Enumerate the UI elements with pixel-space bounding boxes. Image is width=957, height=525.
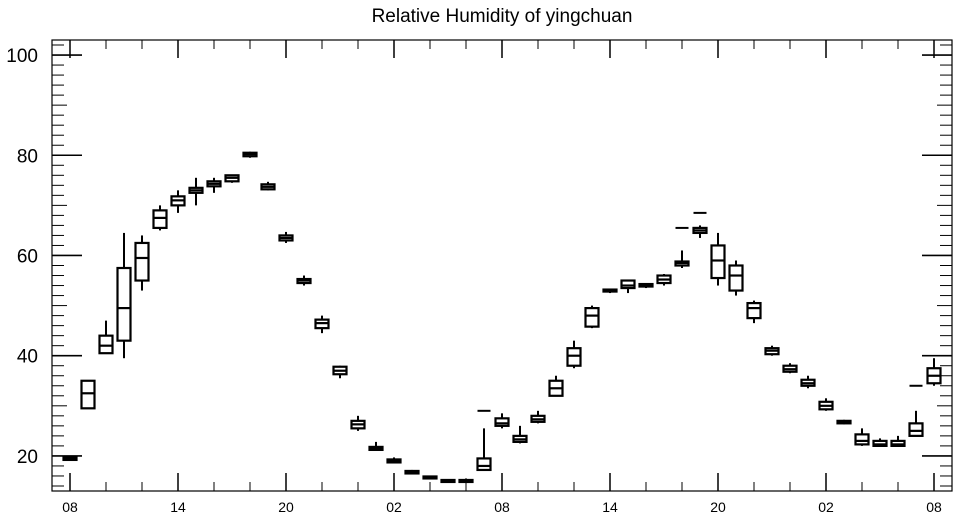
y-tick-label: 80 [17,146,38,167]
box-plot-item [368,441,384,452]
box-plot-item [62,455,78,462]
box-plot-item [602,288,618,294]
box-plot-item [512,425,528,444]
y-tick-label: 60 [17,246,38,267]
box-body [476,457,492,472]
box-body [908,422,924,437]
box-body [620,279,636,290]
x-tick-label: 02 [386,499,402,515]
box-body [728,264,744,292]
box-plot-item [566,340,582,369]
box-plot-item [800,375,816,389]
x-tick-label: 14 [602,499,618,515]
box-plot-item [296,275,312,286]
box-plot-item [782,363,798,374]
x-tick-label: 20 [278,499,294,515]
box-plot-item [386,457,402,464]
box-plot-item [818,398,834,411]
x-tick-label: 20 [710,499,726,515]
box-body [710,244,726,280]
x-tick-label: 08 [62,499,78,515]
box-plot-item [674,226,690,269]
box-body [584,306,600,328]
box-plot-item [170,190,186,213]
box-plot-item [728,260,744,296]
chart-title: Relative Humidity of yingchuan [372,6,633,27]
box-body [566,347,582,367]
box-plot-item [638,282,654,289]
box-plot-item [224,174,240,183]
box-body [116,266,132,342]
box-plot-item [764,345,780,356]
box-body [746,301,762,320]
box-body [134,241,150,282]
y-tick-label: 20 [17,447,38,468]
x-tick-label: 14 [170,499,186,515]
box-plot-item [854,428,870,446]
box-body [854,433,870,446]
box-plot-item [152,205,168,231]
y-tick-label: 40 [17,347,38,368]
box-plot-item [710,232,726,286]
box-plot-item [350,415,366,431]
box-plot-item [926,358,942,386]
box-plot-item [584,305,600,329]
box-plot-item [80,379,96,410]
box-plot-item [476,409,492,472]
box-plot-item [98,320,114,355]
box-series [62,151,942,484]
box-plot-item [908,384,924,437]
box-plot-item [242,151,258,158]
box-plot-item [746,300,762,324]
y-axis: 20 40 60 80 100 [6,44,952,487]
box-plot-item [116,232,132,359]
box-plot-item [188,177,204,206]
box-plot-item [836,419,852,425]
box-plot-item [278,231,294,243]
box-plot-item [422,475,438,480]
box-plot-item [890,435,906,447]
x-tick-label: 08 [494,499,510,515]
box-plot-item [440,478,456,484]
x-tick-label: 08 [926,499,942,515]
box-plot-item [404,469,420,475]
box-plot-item [620,279,636,294]
y-tick-label: 100 [6,46,38,67]
box-plot-item [872,438,888,447]
box-plot-item [656,274,672,286]
box-plot-item [260,181,276,191]
box-body [80,379,96,410]
box-plot-item [314,315,330,334]
box-body [98,334,114,355]
box-plot-item [458,478,474,484]
x-axis: 08 14 20 02 08 14 20 02 08 [62,40,942,515]
box-body [152,209,168,230]
box-plot-item [134,235,150,291]
box-plot-item [530,410,546,424]
box-plot-item [548,375,564,397]
box-body [494,417,510,427]
x-tick-label: 02 [818,499,834,515]
box-plot-item [332,365,348,379]
box-plot-item [206,177,222,193]
box-plot-item [494,413,510,429]
box-plot-item [692,211,708,238]
